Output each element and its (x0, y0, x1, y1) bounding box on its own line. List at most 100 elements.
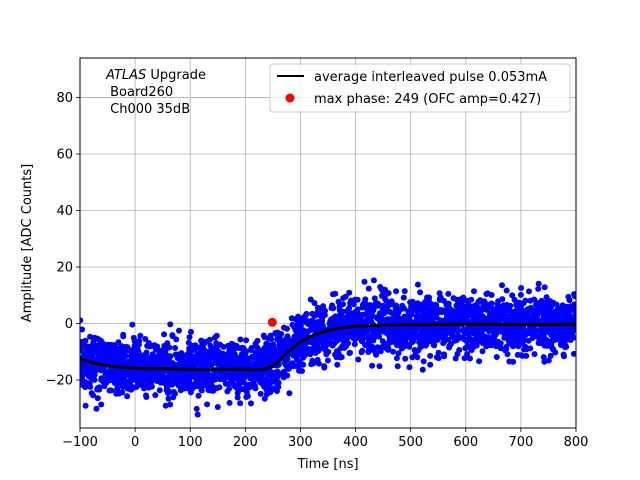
scatter-point (557, 340, 564, 347)
scatter-point (231, 346, 237, 353)
scatter-point (422, 303, 429, 310)
average-point (329, 328, 334, 332)
scatter-point (313, 339, 320, 346)
scatter-point (370, 277, 377, 284)
x-axis-label: Time [ns] (296, 457, 358, 472)
scatter-point (414, 354, 421, 361)
scatter-point (427, 361, 434, 368)
scatter-point (570, 315, 576, 321)
annotation-board: Board260 (106, 85, 173, 100)
average-point (418, 322, 423, 327)
average-point (561, 322, 565, 327)
scatter-point (80, 347, 84, 354)
legend-entry-average: average interleaved pulse 0.053mA (314, 70, 547, 85)
scatter-point (543, 342, 550, 349)
average-point (541, 322, 545, 327)
scatter-point (481, 298, 488, 305)
scatter-point (550, 346, 557, 353)
scatter-point (176, 378, 183, 385)
scatter-point (515, 328, 522, 335)
scatter-point (222, 380, 229, 387)
scatter-point (285, 339, 292, 345)
scatter-point (550, 299, 557, 306)
scatter-point (87, 333, 94, 340)
scatter-point (301, 352, 308, 359)
scatter-point (358, 349, 365, 356)
scatter-point (494, 327, 501, 334)
scatter-point (376, 363, 383, 370)
average-point (524, 322, 529, 327)
scatter-point (432, 337, 439, 344)
average-point (359, 324, 363, 328)
scatter-point (417, 331, 424, 338)
scatter-point (464, 338, 470, 345)
scatter-point (359, 335, 366, 342)
scatter-point (509, 312, 516, 319)
scatter-point (400, 294, 407, 301)
average-point (283, 353, 287, 357)
scatter-point (110, 347, 117, 354)
scatter-point (464, 325, 471, 332)
average-point (250, 367, 254, 372)
scatter-point (548, 340, 555, 347)
scatter-point (133, 354, 140, 361)
scatter-point (252, 340, 259, 347)
scatter-point (106, 374, 113, 381)
scatter-point (306, 346, 313, 352)
x-tick-label: 200 (233, 435, 258, 450)
scatter-point (80, 317, 84, 324)
scatter-point (198, 337, 205, 344)
scatter-point (379, 338, 386, 345)
scatter-point (180, 378, 187, 385)
average-point (88, 360, 92, 364)
scatter-point (471, 288, 477, 295)
scatter-point (87, 383, 94, 390)
scatter-point (452, 355, 459, 362)
scatter-point (167, 321, 174, 328)
average-point (134, 366, 138, 371)
scatter-point (144, 371, 151, 378)
average-point (408, 322, 413, 327)
scatter-point (122, 353, 129, 360)
scatter-point (436, 296, 443, 303)
scatter-point (394, 363, 401, 370)
scatter-point (517, 291, 524, 298)
scatter-point (91, 371, 98, 378)
scatter-point (557, 313, 564, 320)
scatter-point (198, 387, 205, 394)
average-point (98, 362, 102, 367)
scatter-point (398, 345, 405, 352)
average-point (104, 363, 109, 368)
legend-entry-max-phase: max phase: 249 (OFC amp=0.427) (314, 92, 541, 107)
scatter-point (361, 299, 368, 306)
scatter-point (365, 348, 372, 355)
scatter-point (547, 352, 554, 359)
average-point (531, 322, 535, 327)
scatter-point (94, 335, 100, 342)
scatter-point (542, 326, 549, 333)
scatter-point (243, 337, 250, 344)
scatter-point (279, 370, 286, 377)
average-point (246, 367, 251, 372)
scatter-point (152, 346, 159, 353)
average-point (412, 322, 416, 327)
scatter-point (220, 359, 227, 366)
scatter-point (117, 344, 124, 351)
annotation-line1: ATLAS Upgrade (105, 68, 206, 83)
scatter-point (171, 372, 178, 379)
x-tick-label: 100 (178, 435, 203, 450)
average-point (200, 367, 205, 372)
scatter-point (237, 336, 244, 343)
scatter-point (408, 339, 415, 346)
scatter-point (433, 354, 440, 361)
scatter-point (350, 317, 357, 324)
scatter-point (308, 322, 315, 329)
y-tick-label: 60 (56, 148, 73, 163)
scatter-point (295, 313, 302, 320)
average-point (547, 322, 552, 327)
scatter-point (485, 317, 492, 324)
scatter-point (409, 298, 416, 305)
scatter-point (274, 336, 281, 343)
scatter-point (176, 327, 182, 334)
scatter-point (173, 336, 180, 343)
